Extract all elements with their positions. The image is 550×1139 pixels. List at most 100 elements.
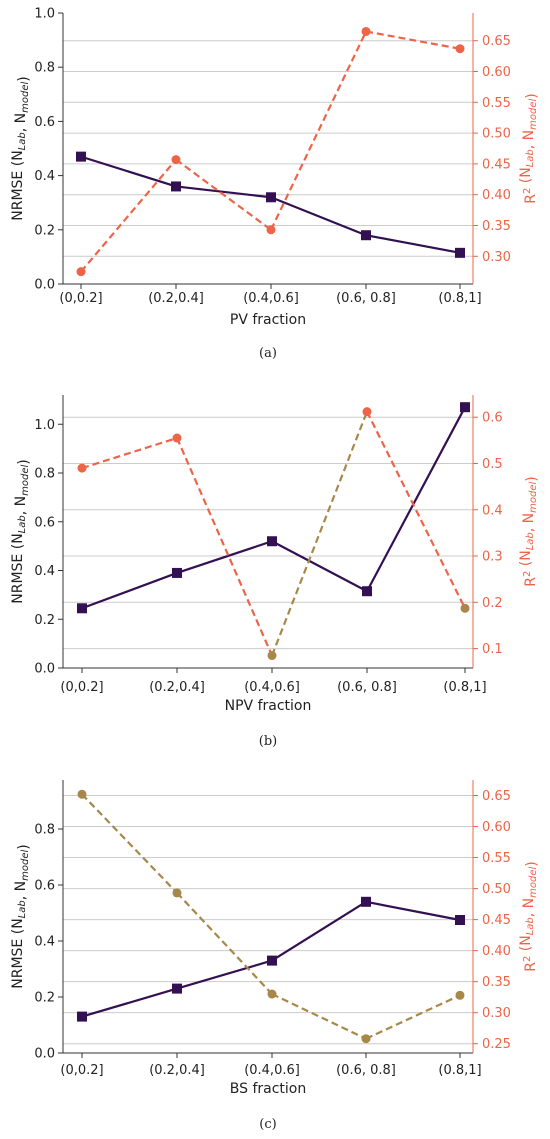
series-line-segment bbox=[365, 900, 461, 922]
right-tick-label: 0.5 bbox=[482, 457, 503, 472]
x-tick-label: (0.4,0.6] bbox=[244, 1063, 300, 1078]
right-tick-label: 0.40 bbox=[482, 944, 511, 959]
data-point-circle bbox=[267, 989, 277, 999]
data-point-circle bbox=[455, 44, 465, 54]
series-line-segment bbox=[270, 31, 367, 231]
data-point-square bbox=[361, 896, 371, 907]
chart-panel-c: 0.0 0.2 0.4 0.6 0.8 0.25 0.30 0.35 0.40 0.45 0.50 0… bbox=[10, 780, 540, 1132]
data-point-circle bbox=[172, 433, 182, 443]
left-tick-label: 0.4 bbox=[34, 564, 55, 579]
left-tick-label: 0.0 bbox=[34, 278, 55, 293]
data-point-circle bbox=[77, 463, 87, 473]
nrmse-series bbox=[77, 896, 465, 1022]
r2-series bbox=[76, 26, 465, 277]
series-line-segment bbox=[271, 993, 367, 1040]
x-tick-label: (0.6, 0.8] bbox=[337, 680, 397, 695]
x-axis-title: NPV fraction bbox=[225, 698, 312, 714]
x-tick-label: (0.4,0.6] bbox=[244, 680, 300, 695]
left-tick-label: 0.6 bbox=[34, 879, 55, 894]
right-tick-label: 0.65 bbox=[482, 34, 511, 49]
left-tick-label: 1.0 bbox=[34, 7, 55, 22]
series-line-segment bbox=[271, 540, 368, 593]
right-tick-label: 0.40 bbox=[482, 188, 511, 203]
x-tick-label: (0.6, 0.8] bbox=[336, 291, 396, 306]
series-line-segment bbox=[175, 158, 272, 231]
data-point-square bbox=[172, 567, 182, 578]
data-point-square bbox=[77, 603, 87, 614]
right-tick-label: 0.55 bbox=[482, 851, 511, 866]
nrmse-series bbox=[76, 151, 465, 258]
left-tick-label: 0.6 bbox=[34, 115, 55, 130]
right-tick-label: 0.60 bbox=[482, 820, 511, 835]
left-tick-label: 0.4 bbox=[34, 935, 55, 950]
left-tick-label: 0.8 bbox=[34, 61, 55, 76]
right-tick-label: 0.1 bbox=[482, 642, 503, 657]
x-tick-label: (0,0.2] bbox=[59, 291, 102, 306]
series-line-segment bbox=[365, 994, 461, 1040]
series-line-segment bbox=[81, 987, 178, 1018]
data-point-square bbox=[267, 536, 277, 547]
series-line-segment bbox=[366, 411, 466, 609]
series-line-segment bbox=[365, 234, 461, 254]
left-tick-label: 0.0 bbox=[34, 662, 55, 677]
x-tick-label: (0.8,1] bbox=[443, 680, 486, 695]
left-tick-label: 0.2 bbox=[34, 613, 55, 628]
left-axis-title: NRMSE (NLab, Nmodel) bbox=[10, 76, 32, 220]
data-point-square bbox=[266, 192, 276, 203]
right-tick-label: 0.45 bbox=[482, 157, 511, 172]
x-tick-label: (0.4,0.6] bbox=[243, 291, 299, 306]
right-tick-label: 0.2 bbox=[482, 596, 503, 611]
chart-panel-a: 0.0 0.2 0.4 0.6 0.8 1.0 0.30 0.35 0.40 0.45 0.50 0.… bbox=[10, 7, 540, 362]
data-point-square bbox=[362, 586, 372, 597]
right-tick-label: 0.35 bbox=[482, 975, 511, 990]
data-point-square bbox=[77, 1011, 87, 1022]
data-point-circle bbox=[171, 155, 181, 165]
series-line-segment bbox=[271, 900, 367, 962]
series-line-segment bbox=[176, 959, 273, 990]
data-point-square bbox=[455, 247, 465, 258]
data-point-circle bbox=[172, 888, 182, 898]
x-tick-label: (0.8,1] bbox=[438, 1063, 481, 1078]
right-axis-title: R2 (NLab, Nmodel) bbox=[518, 93, 540, 204]
panel-caption: (a) bbox=[259, 346, 277, 361]
x-tick-label: (0.2,0.4] bbox=[148, 291, 204, 306]
right-tick-label: 0.50 bbox=[482, 882, 511, 897]
data-point-square bbox=[460, 402, 470, 413]
left-tick-label: 0.4 bbox=[34, 169, 55, 184]
data-point-circle bbox=[362, 407, 372, 417]
left-tick-label: 0.2 bbox=[34, 223, 55, 238]
series-line-segment bbox=[176, 540, 273, 574]
right-tick-label: 0.30 bbox=[482, 1006, 511, 1021]
series-line-segment bbox=[175, 437, 274, 656]
x-axis-title: PV fraction bbox=[230, 312, 306, 328]
left-axis-title: NRMSE (NLab, Nmodel) bbox=[10, 459, 32, 603]
series-line-segment bbox=[80, 158, 177, 273]
gridlines bbox=[63, 795, 473, 1045]
left-tick-label: 1.0 bbox=[34, 418, 55, 433]
x-tick-label: (0.2,0.4] bbox=[149, 680, 205, 695]
series-line-segment bbox=[365, 30, 461, 50]
data-point-square bbox=[361, 230, 371, 241]
data-point-square bbox=[267, 955, 277, 966]
data-point-circle bbox=[460, 603, 470, 613]
data-point-circle bbox=[267, 651, 277, 661]
series-line-segment bbox=[270, 411, 369, 656]
left-tick-label: 0.8 bbox=[34, 823, 55, 838]
right-tick-label: 0.3 bbox=[482, 550, 503, 565]
r2-series bbox=[77, 407, 470, 661]
series-line-segment bbox=[176, 892, 273, 995]
panel-caption: (c) bbox=[259, 1117, 276, 1132]
right-tick-label: 0.30 bbox=[482, 250, 511, 265]
data-point-square bbox=[76, 151, 86, 162]
left-tick-label: 0.0 bbox=[34, 1047, 55, 1062]
panel-caption: (b) bbox=[259, 734, 277, 749]
data-point-circle bbox=[266, 225, 276, 235]
x-tick-label: (0.2,0.4] bbox=[149, 1063, 205, 1078]
nrmse-series bbox=[77, 402, 470, 614]
data-point-square bbox=[172, 983, 182, 994]
left-tick-label: 0.6 bbox=[34, 515, 55, 530]
right-tick-label: 0.65 bbox=[482, 789, 511, 804]
left-axis-title: NRMSE (NLab, Nmodel) bbox=[10, 844, 32, 988]
